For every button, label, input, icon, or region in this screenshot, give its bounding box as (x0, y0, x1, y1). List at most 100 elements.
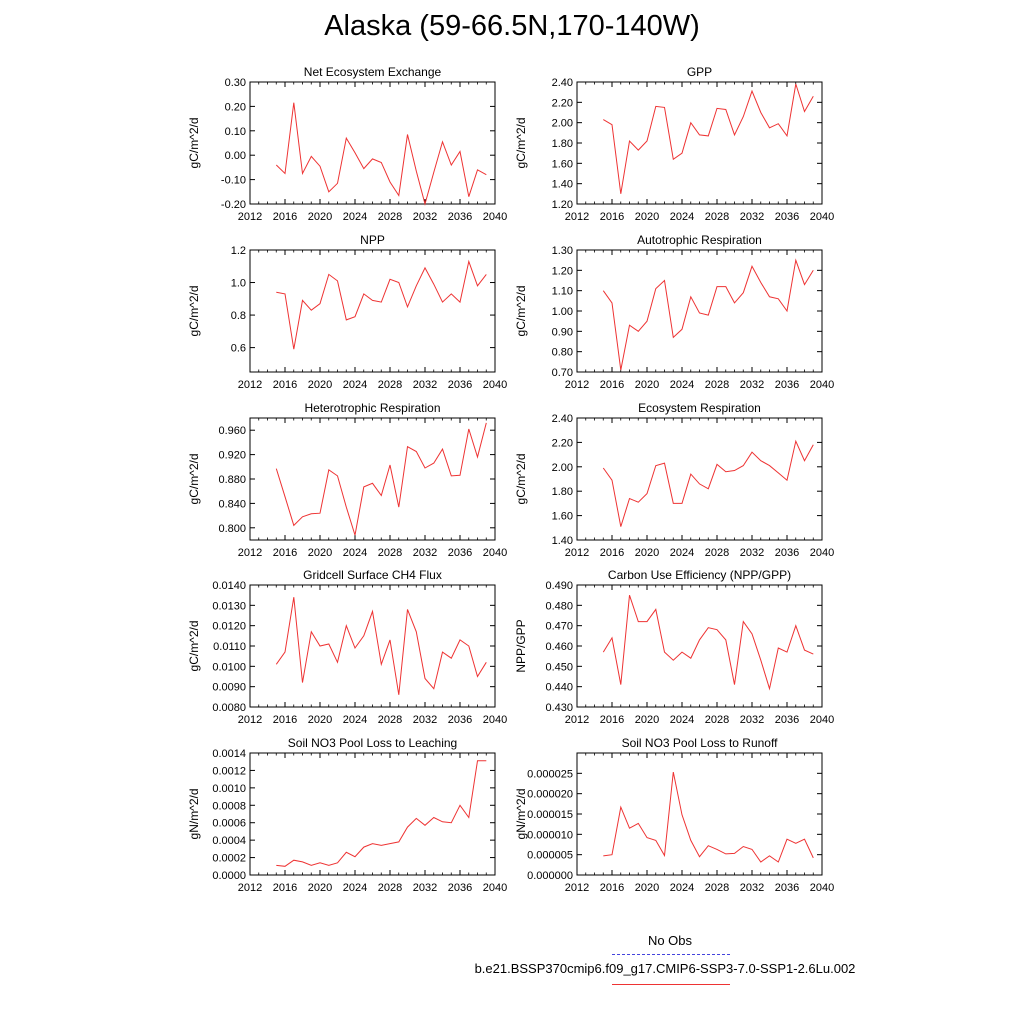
y-tick-label: 0.90 (552, 326, 573, 338)
y-tick-label: 0.0100 (212, 661, 246, 673)
y-tick-label: 0.880 (218, 474, 246, 486)
x-tick-label: 2024 (670, 714, 694, 726)
y-tick-label: -0.10 (221, 175, 246, 187)
x-tick-label: 2012 (238, 211, 262, 223)
x-tick-label: 2024 (670, 211, 694, 223)
x-tick-label: 2012 (565, 714, 589, 726)
panel-title: Soil NO3 Pool Loss to Runoff (622, 736, 779, 750)
x-tick-label: 2016 (600, 882, 624, 894)
x-tick-label: 2040 (483, 211, 507, 223)
y-axis-label: NPP/GPP (514, 619, 528, 672)
legend-case-line (612, 984, 730, 985)
series-line (275, 102, 487, 206)
x-tick-label: 2028 (378, 882, 402, 894)
x-tick-label: 2016 (273, 547, 297, 559)
panel-1: Net Ecosystem Exchange gC/m^2/d 2012 2016 20… (187, 65, 507, 223)
y-tick-label: 1.40 (552, 535, 573, 547)
panel-title: Ecosystem Respiration (638, 401, 761, 415)
x-tick-label: 2020 (635, 882, 659, 894)
x-tick-label: 2020 (308, 379, 332, 391)
panel-title: Soil NO3 Pool Loss to Leaching (288, 736, 457, 750)
series-line (603, 772, 814, 863)
y-tick-label: 0.000010 (527, 829, 573, 841)
y-tick-label: 0.0010 (212, 783, 246, 795)
series-line (276, 259, 487, 350)
y-tick-label: 1.10 (552, 286, 573, 298)
x-tick-label: 2040 (483, 714, 507, 726)
x-tick-label: 2036 (775, 379, 799, 391)
y-tick-label: 0.0120 (212, 621, 246, 633)
plot-frame (249, 584, 496, 708)
series-line (275, 597, 487, 695)
x-tick-label: 2040 (483, 882, 507, 894)
x-tick-label: 2028 (705, 547, 729, 559)
y-tick-label: 1.2 (231, 245, 246, 257)
x-tick-label: 2024 (343, 882, 367, 894)
x-tick-label: 2036 (775, 882, 799, 894)
x-tick-label: 2040 (810, 882, 834, 894)
y-tick-label: 0.470 (545, 621, 573, 633)
x-tick-label: 2020 (635, 547, 659, 559)
y-tick-label: 1.20 (552, 265, 573, 277)
panel-2: GPP gC/m^2/d 2012 2016 2020 2024 2028 2032 2036 2… (514, 65, 834, 223)
y-axis-label: gC/m^2/d (514, 118, 528, 169)
x-tick-label: 2036 (775, 547, 799, 559)
x-tick-label: 2020 (635, 379, 659, 391)
x-tick-label: 2028 (705, 882, 729, 894)
x-tick-label: 2020 (308, 211, 332, 223)
main-title: Alaska (59-66.5N,170-140W) (324, 10, 700, 42)
x-tick-label: 2028 (378, 379, 402, 391)
x-tick-label: 2028 (705, 379, 729, 391)
y-tick-label: 0.0014 (212, 748, 246, 760)
x-tick-label: 2016 (273, 714, 297, 726)
x-tick-label: 2024 (670, 379, 694, 391)
y-tick-label: 0.0090 (212, 682, 246, 694)
y-tick-label: 0.460 (545, 641, 573, 653)
y-tick-label: 0.0110 (213, 641, 246, 653)
plot-frame (249, 752, 496, 876)
y-axis-label: gC/m^2/d (514, 454, 528, 505)
x-tick-label: 2024 (670, 882, 694, 894)
y-tick-label: 2.40 (552, 413, 573, 425)
y-tick-label: 0.840 (218, 498, 246, 510)
x-tick-label: 2032 (740, 882, 764, 894)
series-line (602, 595, 814, 691)
panel-title: Gridcell Surface CH4 Flux (303, 568, 442, 582)
x-tick-label: 2028 (705, 714, 729, 726)
x-tick-label: 2032 (740, 547, 764, 559)
x-tick-label: 2016 (600, 211, 624, 223)
x-tick-label: 2036 (448, 547, 472, 559)
panel-7: Gridcell Surface CH4 Flux gC/m^2/d 2012 201… (187, 568, 507, 726)
x-tick-label: 2020 (635, 714, 659, 726)
y-tick-label: 0.8 (231, 310, 246, 322)
panel-title: NPP (360, 233, 385, 247)
x-tick-label: 2040 (483, 547, 507, 559)
y-tick-label: 1.80 (552, 138, 573, 150)
panel-title: Autotrophic Respiration (637, 233, 762, 247)
y-tick-label: 0.00 (225, 150, 246, 162)
x-tick-label: 2016 (600, 714, 624, 726)
series-line (275, 422, 487, 536)
x-tick-label: 2020 (308, 714, 332, 726)
y-tick-label: 0.440 (545, 682, 573, 694)
y-tick-label: 0.0006 (212, 818, 246, 830)
x-tick-label: 2028 (378, 714, 402, 726)
x-tick-label: 2032 (413, 547, 437, 559)
y-tick-label: 0.0140 (212, 580, 246, 592)
panel-3: NPP gC/m^2/d 2012 2016 2020 2024 2028 2032 2036 2… (187, 233, 507, 391)
y-tick-label: 1.20 (552, 199, 573, 211)
x-tick-label: 2032 (413, 379, 437, 391)
y-tick-label: 0.70 (552, 367, 573, 379)
y-tick-label: 0.450 (545, 661, 573, 673)
x-tick-label: 2040 (483, 379, 507, 391)
x-tick-label: 2024 (343, 379, 367, 391)
y-tick-label: 1.0 (231, 278, 246, 290)
plot-frame (576, 249, 823, 373)
panel-title: Net Ecosystem Exchange (304, 65, 442, 79)
panel-4: Autotrophic Respiration gC/m^2/d 2012 2016 2… (514, 233, 834, 391)
series-line (276, 760, 487, 867)
y-tick-label: 0.490 (545, 580, 573, 592)
y-tick-label: 0.480 (545, 600, 573, 612)
y-tick-label: 2.40 (552, 77, 573, 89)
x-tick-label: 2012 (238, 379, 262, 391)
